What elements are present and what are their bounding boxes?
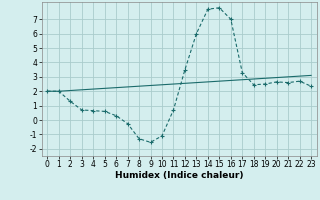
X-axis label: Humidex (Indice chaleur): Humidex (Indice chaleur): [115, 171, 244, 180]
